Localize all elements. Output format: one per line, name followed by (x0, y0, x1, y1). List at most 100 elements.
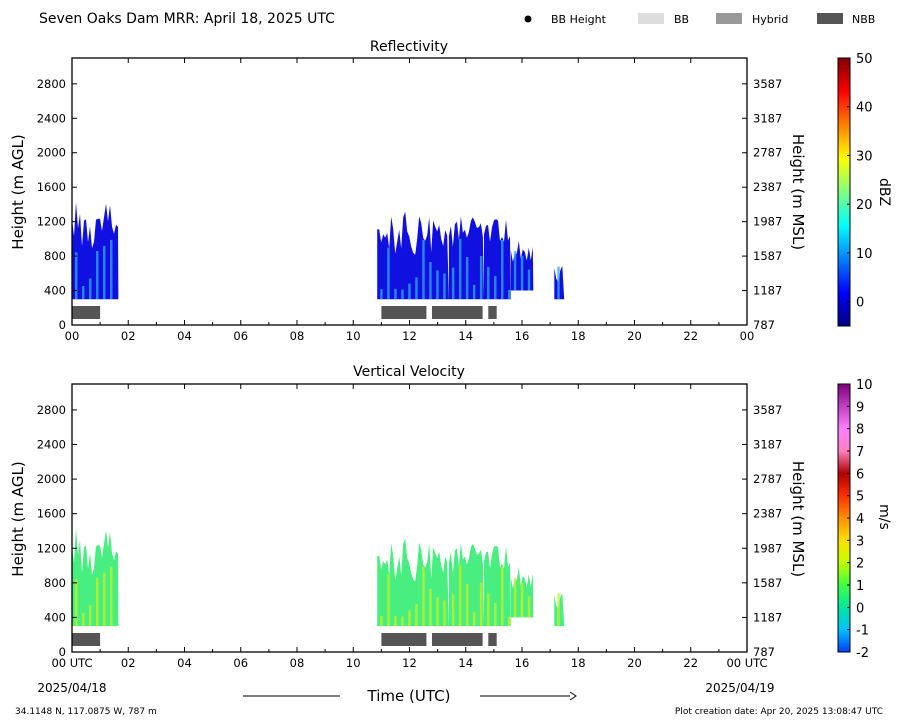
reflectivity-colorbar-label: dBZ (876, 178, 892, 206)
velocity-colorbar-tick-label: -2 (856, 646, 869, 661)
velocity-colorbar-tick-label: 6 (856, 467, 864, 482)
legend-bb-swatch (638, 13, 664, 24)
velocity-echo-core (479, 582, 483, 626)
velocity-bb-type-bar (488, 633, 497, 646)
velocity-echo-core (494, 602, 497, 627)
reflectivity-y-right-tick-label: 2787 (753, 146, 782, 160)
velocity-y-axis-label: Height (m AGL) (9, 461, 27, 576)
velocity-bb-type-bar (381, 633, 427, 646)
velocity-colorbar-tick-label: 10 (856, 378, 873, 393)
velocity-echo-core (465, 583, 469, 626)
velocity-echo-core (451, 594, 455, 627)
reflectivity-echo-core (82, 286, 85, 300)
velocity-echo-core (501, 566, 504, 626)
velocity-colorbar-tick-label: 2 (856, 557, 864, 572)
reflectivity-echo-core (422, 239, 425, 300)
velocity-x-tick-label: 00 UTC (726, 656, 767, 670)
reflectivity-x-tick-label: 00 (65, 329, 80, 343)
reflectivity-echo-core (508, 290, 511, 300)
velocity-y-tick-label: 2000 (37, 472, 66, 486)
reflectivity-x-tick-label: 04 (177, 329, 192, 343)
velocity-echo-core (436, 597, 439, 627)
velocity-y-right-tick-label: 1987 (753, 541, 782, 555)
velocity-echo-core (557, 593, 560, 626)
velocity-echo-core (508, 616, 511, 627)
velocity-echo-core (96, 577, 99, 627)
reflectivity-y-tick-label: 2000 (37, 146, 66, 160)
reflectivity-y-right-tick-label: 1987 (753, 215, 782, 229)
reflectivity-bb-type-bar (432, 306, 483, 319)
velocity-echo-core (110, 566, 113, 627)
reflectivity-x-tick-label: 22 (683, 329, 698, 343)
velocity-x-tick-label: 00 UTC (51, 656, 92, 670)
reflectivity-x-tick-label: 14 (458, 329, 473, 343)
reflectivity-x-tick-label: 00 (740, 329, 755, 343)
reflectivity-echo-region (484, 219, 511, 300)
reflectivity-echo-core (527, 269, 531, 291)
reflectivity-y-tick-label: 0 (59, 318, 66, 332)
velocity-colorbar-tick-label: 8 (856, 423, 864, 438)
velocity-y-tick-label: 1600 (37, 507, 66, 521)
velocity-colorbar-tick-label: 0 (856, 601, 864, 616)
reflectivity-x-tick-label: 06 (233, 329, 248, 343)
x-axis-arrow-head (569, 691, 577, 701)
velocity-colorbar-label: m/s (876, 504, 892, 530)
reflectivity-bb-type-bar (488, 306, 497, 319)
reflectivity-echo-core (494, 276, 497, 300)
reflectivity-colorbar-tick-label: 40 (856, 101, 873, 116)
velocity-echo-core (527, 596, 531, 618)
reflectivity-right-axis-label: Height (m MSL) (789, 134, 807, 250)
velocity-echo-core (82, 612, 85, 627)
reflectivity-echo-core (75, 252, 78, 300)
velocity-colorbar-tick-label: 1 (856, 579, 864, 594)
reflectivity-echo-core (513, 251, 517, 291)
reflectivity-echo-core (436, 270, 439, 300)
reflectivity-echo-core (501, 240, 504, 300)
velocity-echo-core (487, 593, 490, 627)
reflectivity-panel: Reflectivity 00 02 04 06 08 10 12 14 16 18 20 22 000… (9, 39, 892, 343)
velocity-bb-type-bar (72, 633, 101, 646)
velocity-x-tick-label: 06 (233, 656, 248, 670)
legend-hybrid-label: Hybrid (752, 13, 788, 26)
reflectivity-echo-core (429, 262, 432, 300)
velocity-echo-core (513, 577, 517, 618)
reflectivity-y-tick-label: 400 (44, 284, 66, 298)
velocity-echo-region (72, 528, 119, 627)
reflectivity-colorbar-tick-label: 10 (856, 247, 873, 262)
velocity-y-tick-label: 400 (44, 610, 66, 624)
velocity-bb-type-bar (432, 633, 483, 646)
reflectivity-echo-core (89, 278, 92, 300)
reflectivity-y-right-tick-label: 2387 (753, 180, 782, 194)
velocity-colorbar-tick-label: 7 (856, 445, 864, 460)
start-date-label: 2025/04/18 (37, 681, 106, 695)
velocity-echo-core (472, 611, 476, 627)
reflectivity-x-tick-label: 08 (290, 329, 305, 343)
velocity-echo-core (408, 610, 411, 626)
legend-hybrid-swatch (716, 13, 742, 24)
legend-nbb-label: NBB (852, 13, 875, 26)
velocity-echo-core (103, 572, 106, 627)
reflectivity-echo-core (394, 288, 397, 300)
reflectivity-y-tick-label: 1200 (37, 215, 66, 229)
velocity-x-tick-label: 14 (458, 656, 473, 670)
velocity-y-tick-label: 800 (44, 576, 66, 590)
reflectivity-title: Reflectivity (370, 39, 448, 55)
velocity-y-tick-label: 0 (59, 645, 66, 659)
reflectivity-x-tick-label: 20 (627, 329, 642, 343)
reflectivity-echo-core (451, 267, 455, 300)
reflectivity-y-right-tick-label: 1587 (753, 249, 782, 263)
velocity-echo-core (520, 582, 524, 618)
velocity-y-tick-label: 2400 (37, 438, 66, 452)
end-date-label: 2025/04/19 (705, 681, 774, 695)
reflectivity-echo-core (443, 273, 446, 300)
reflectivity-echo-core (557, 266, 560, 300)
reflectivity-echo-core (472, 284, 476, 300)
reflectivity-colorbar-tick-label: 20 (856, 198, 873, 213)
reflectivity-x-tick-label: 18 (571, 329, 586, 343)
legend-bb-height-marker (524, 15, 532, 23)
reflectivity-y-right-tick-label: 3187 (753, 111, 782, 125)
velocity-title: Vertical Velocity (353, 364, 465, 380)
reflectivity-y-tick-label: 1600 (37, 180, 66, 194)
